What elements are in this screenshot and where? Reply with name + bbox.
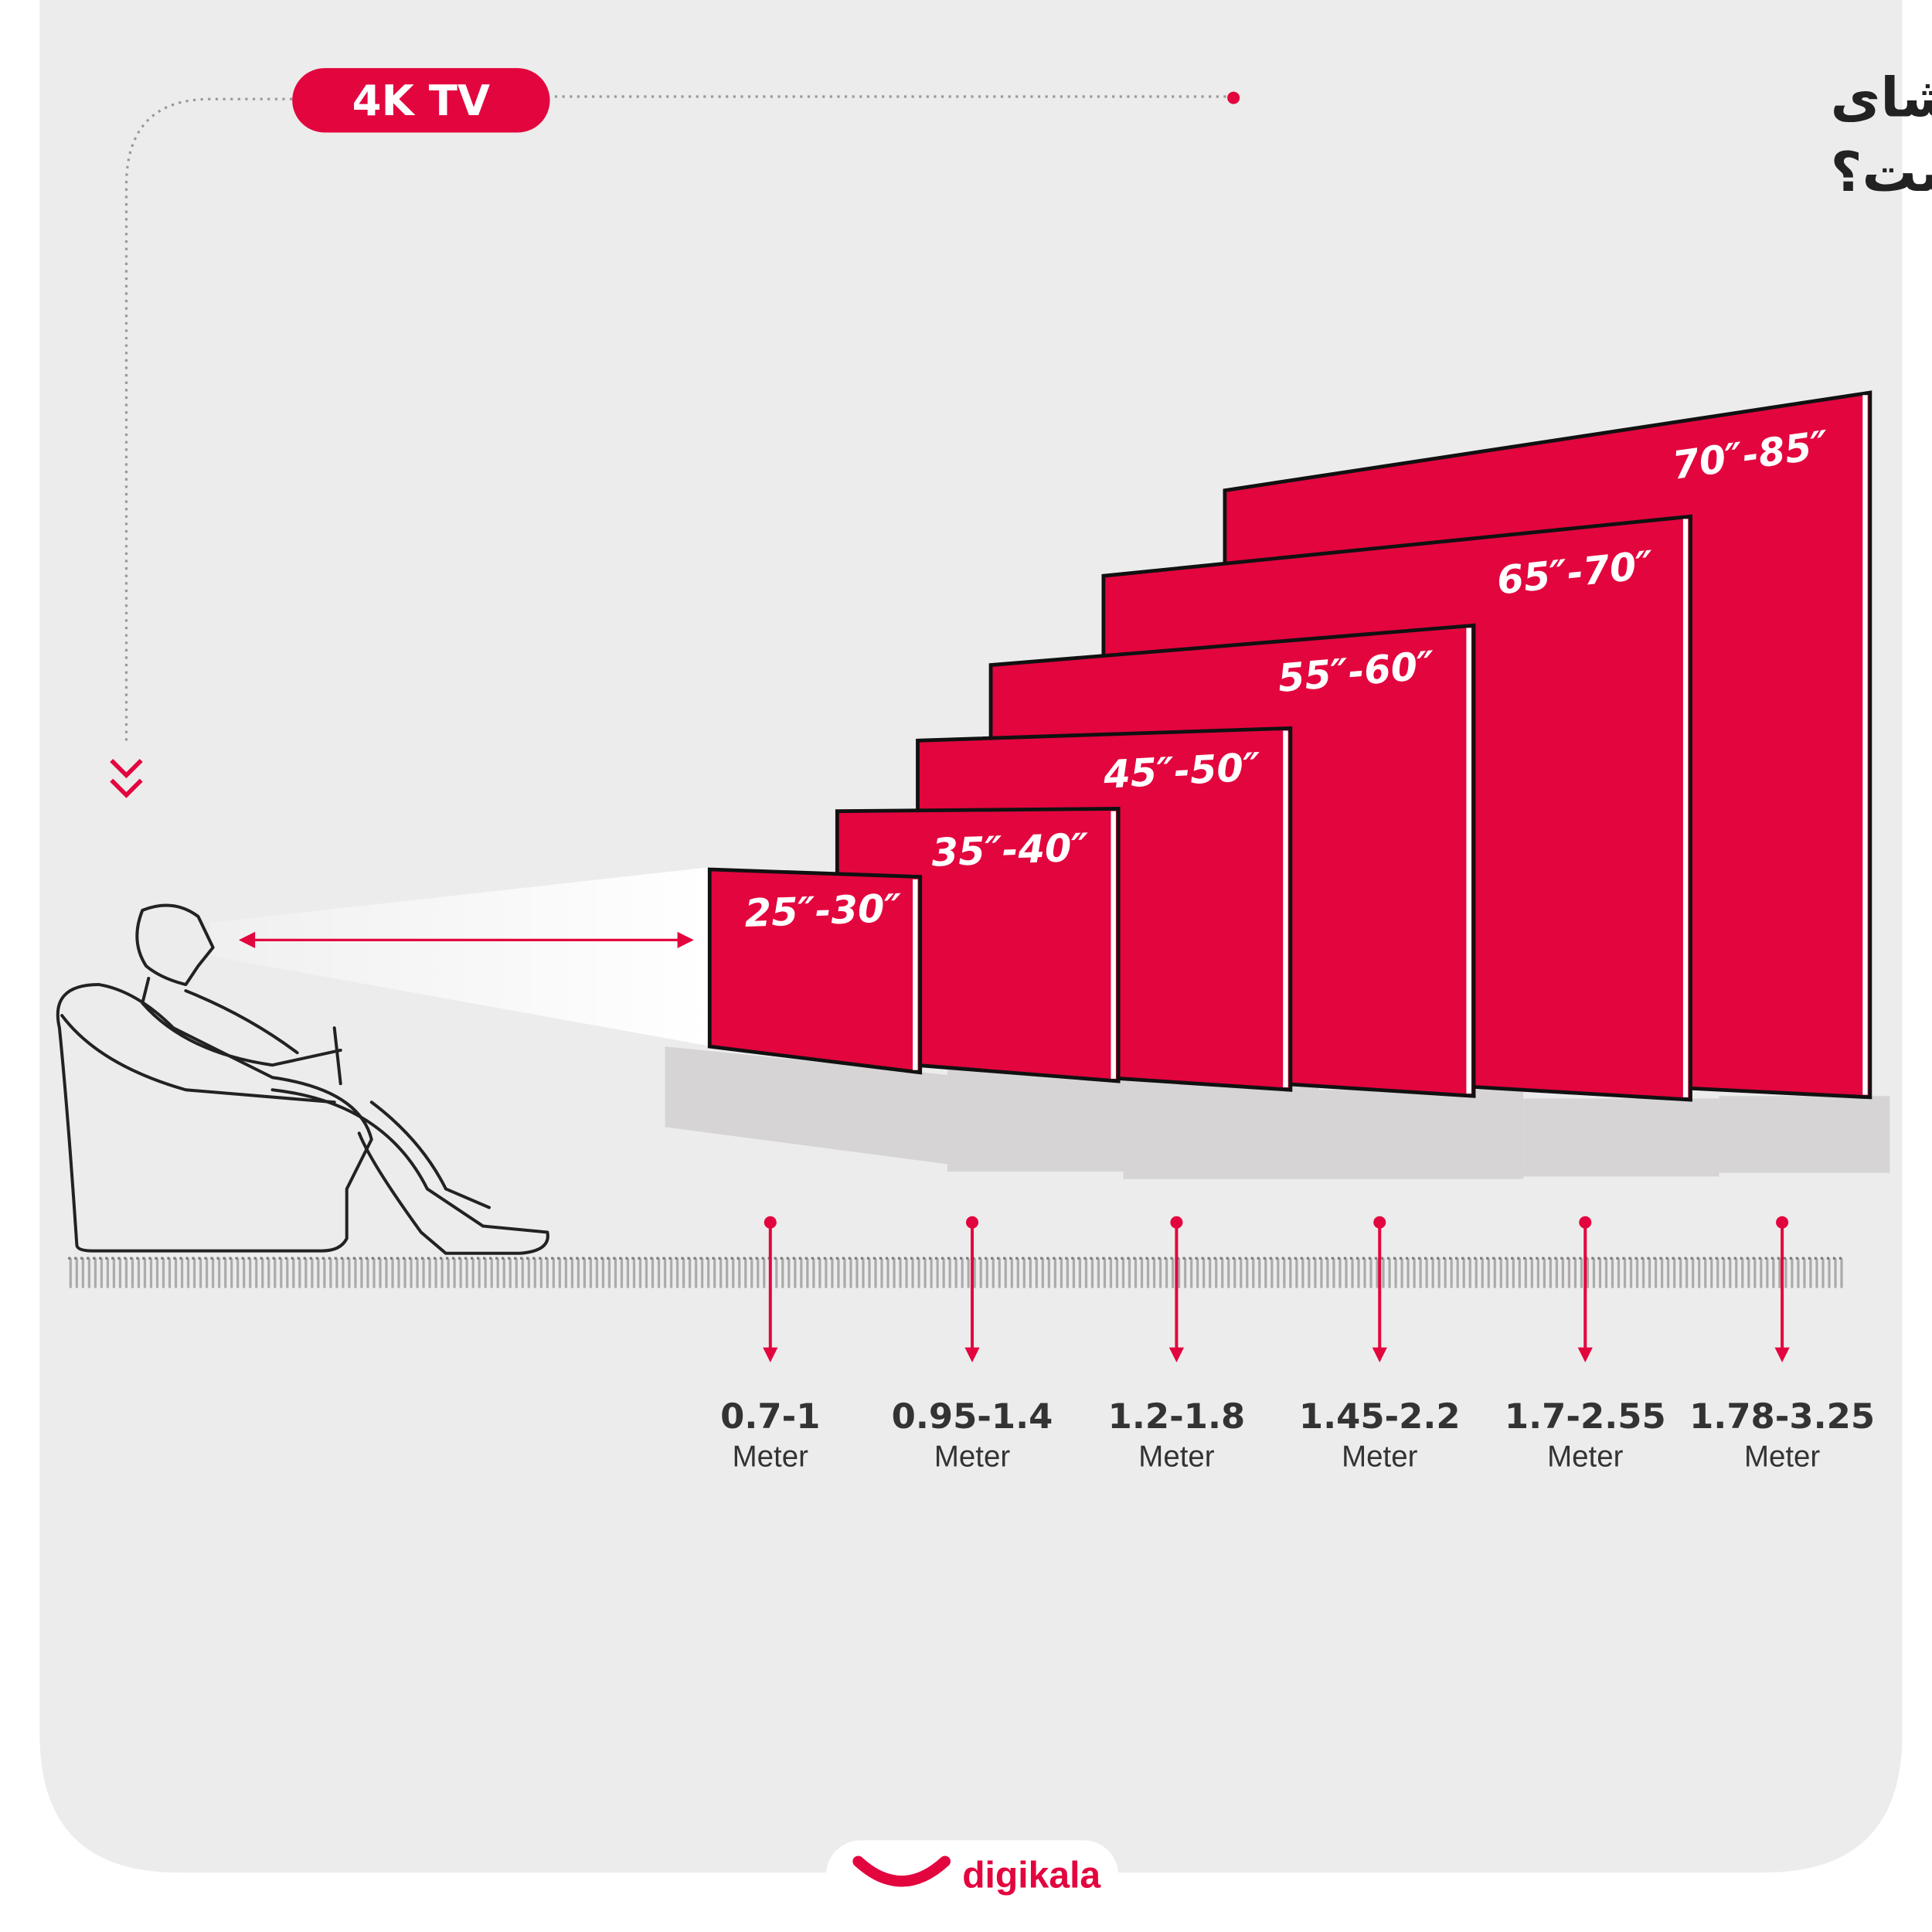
distance-marker: 0.95-1.4 Meter	[892, 1216, 1053, 1473]
tv-screen	[707, 867, 923, 1075]
marker-dot	[1776, 1216, 1789, 1229]
connector-dot	[1227, 91, 1240, 104]
distance-marker: 0.7-1 Meter	[720, 1216, 820, 1473]
distance-unit: Meter	[1138, 1440, 1214, 1473]
distance-range: 1.7-2.55	[1505, 1396, 1666, 1437]
arrow-down-icon	[1577, 1347, 1593, 1362]
distance-unit: Meter	[1547, 1440, 1623, 1473]
tv-size-label: 25″-30″	[744, 886, 903, 936]
distance-unit: Meter	[733, 1440, 808, 1473]
badge-4k-tv: 4K TV	[292, 68, 550, 133]
dotted-curve	[124, 97, 293, 743]
digikala-logo: digikala	[825, 1840, 1119, 1915]
arrow-down-icon	[1372, 1347, 1387, 1362]
tv-1: 25″-30″	[707, 867, 923, 1075]
marker-dot	[1170, 1216, 1183, 1229]
arrow-down-icon	[964, 1347, 980, 1362]
arrow-down-icon	[1168, 1347, 1185, 1362]
marker-dot	[1373, 1216, 1386, 1229]
svg-text:digikala: digikala	[962, 1854, 1101, 1896]
distance-marker: 1.45-2.2 Meter	[1299, 1216, 1461, 1473]
distance-range: 0.7-1	[720, 1396, 820, 1437]
distance-unit: Meter	[934, 1440, 1010, 1473]
distance-range: 1.78-3.25	[1689, 1396, 1875, 1437]
double-chevron-down-icon	[110, 758, 143, 798]
marker-dot	[966, 1216, 979, 1229]
distance-range: 1.2-1.8	[1108, 1396, 1246, 1437]
view-beam	[210, 866, 713, 1047]
distance-arrow	[238, 931, 694, 948]
title-line-2: تلویزیـون چند متراست؟	[1831, 141, 1932, 205]
distance-unit: Meter	[1342, 1440, 1417, 1473]
arrow-down-icon	[1774, 1347, 1790, 1362]
distance-marker: 1.2-1.8 Meter	[1108, 1216, 1246, 1473]
svg-text:4K TV: 4K TV	[352, 76, 490, 125]
distance-marker: 1.7-2.55 Meter	[1505, 1216, 1666, 1473]
tv-stands	[665, 1046, 1890, 1179]
distance-range: 1.45-2.2	[1299, 1396, 1461, 1437]
marker-dot	[1579, 1216, 1592, 1229]
floor-ruler	[68, 1258, 1845, 1288]
tv-size-label: 35″-40″	[931, 825, 1090, 875]
tv-size-label: 45″-50″	[1102, 744, 1262, 798]
person-in-armchair-icon	[56, 903, 549, 1255]
distance-marker: 1.78-3.25 Meter	[1689, 1216, 1875, 1473]
marker-dot	[764, 1216, 777, 1229]
distance-range: 0.95-1.4	[892, 1396, 1053, 1437]
distance-unit: Meter	[1744, 1440, 1820, 1473]
title-line-1: بهتریـن فاصله تماشای	[1831, 66, 1932, 130]
arrow-down-icon	[763, 1347, 778, 1362]
